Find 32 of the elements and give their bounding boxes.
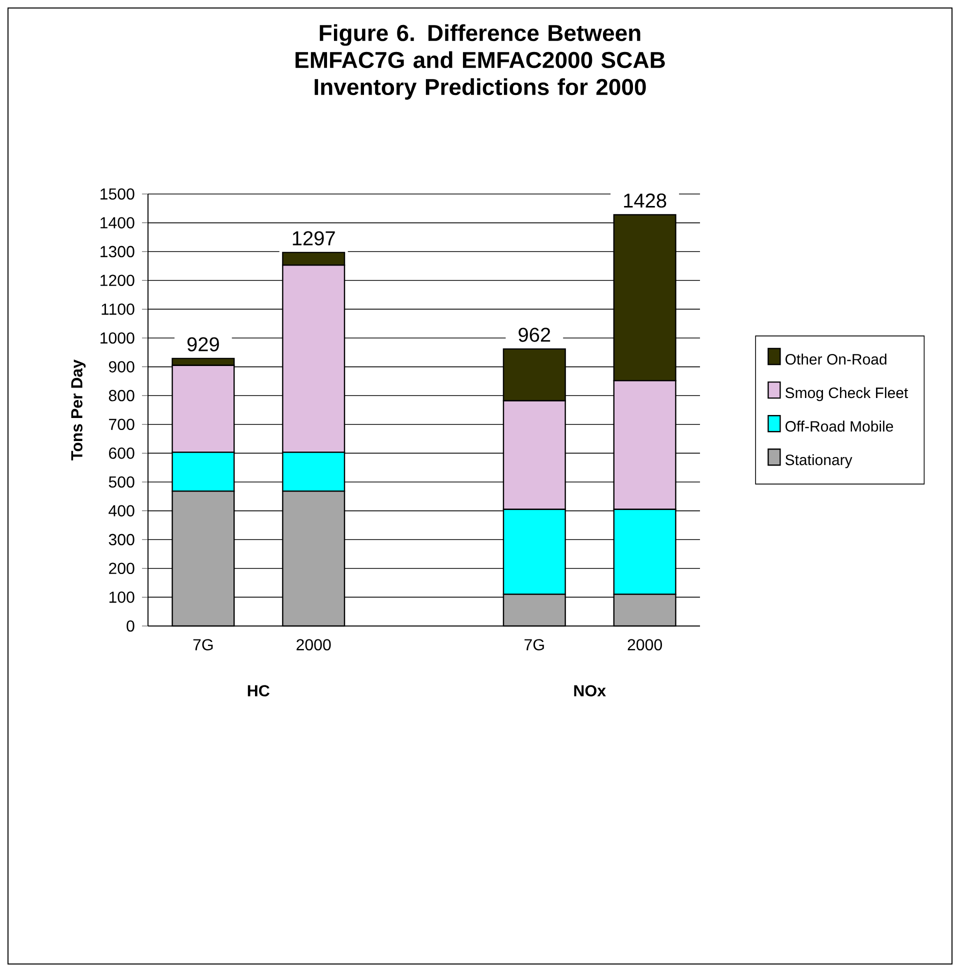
x-tick-label: 2000 xyxy=(296,639,331,650)
total-label: 962 xyxy=(518,328,550,342)
y-tick-label: 100 xyxy=(109,592,134,603)
y-tick-label: 1400 xyxy=(100,217,134,228)
y-tick-label: 500 xyxy=(108,476,134,488)
y-tick-label: 300 xyxy=(108,534,134,546)
y-tick-label: 1300 xyxy=(100,246,134,258)
x-tick-label: 7G xyxy=(193,639,213,650)
legend-label: Other On-Road xyxy=(786,354,886,365)
y-axis-title: Tons Per Day xyxy=(71,360,86,460)
y-tick-label: 200 xyxy=(109,562,134,574)
legend-label: Smog Check Fleet xyxy=(785,387,908,402)
x-tick-label: 2000 xyxy=(628,639,662,650)
y-tick-label: 1500 xyxy=(100,188,134,200)
y-tick-label: 0 xyxy=(126,620,134,632)
y-tick-label: 800 xyxy=(108,390,134,402)
total-label: 1428 xyxy=(624,194,666,208)
total-label: 929 xyxy=(187,337,219,352)
text: HC xyxy=(248,685,270,696)
y-tick-label: 1100 xyxy=(102,304,134,315)
legend-label: Stationary xyxy=(785,454,852,468)
y-tick-label: 600 xyxy=(109,448,134,459)
y-tick-label: 700 xyxy=(109,418,134,430)
legend-label: Off-Road Mobile xyxy=(786,420,894,432)
y-tick-label: 400 xyxy=(108,505,134,516)
total-label: 1297 xyxy=(292,231,335,246)
x-tick-label: 7G xyxy=(524,639,544,650)
chart-title: Figure 6. Difference Between EMFAC7G and EMFAC2000 SCAB Inventory Predictions for 2000 xyxy=(296,24,665,100)
y-tick-label: 1200 xyxy=(100,274,134,286)
text: NOx xyxy=(574,685,606,696)
y-tick-label: 1000 xyxy=(100,332,134,344)
y-tick-label: 900 xyxy=(108,361,134,372)
